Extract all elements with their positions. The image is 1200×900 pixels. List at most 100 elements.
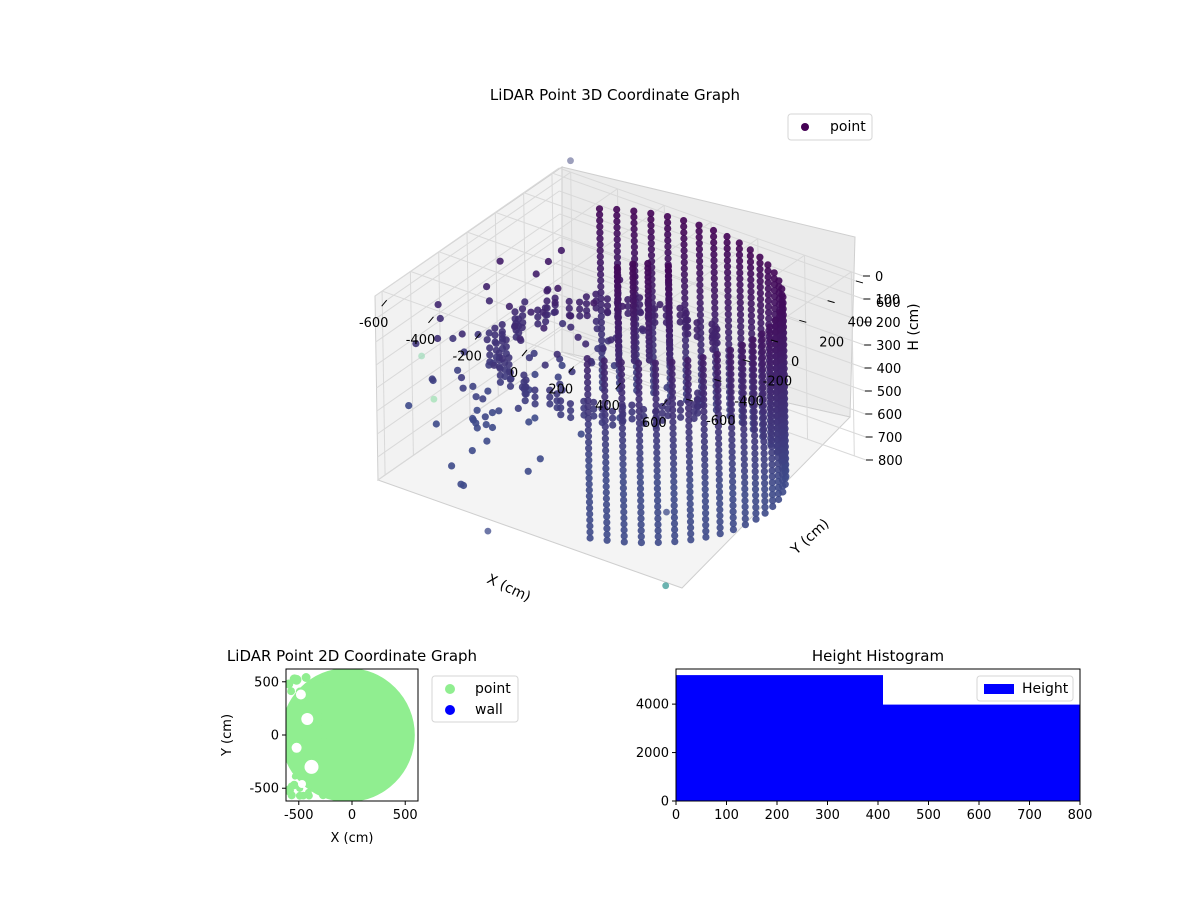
point-3d	[636, 455, 644, 463]
point-3d	[714, 428, 723, 436]
point-3d	[710, 280, 719, 288]
point-3d	[709, 345, 717, 353]
point-3d	[637, 533, 645, 541]
point-3d	[739, 365, 747, 373]
z-tick-label-3d: 0	[875, 270, 883, 285]
point-3d	[752, 491, 760, 499]
point-3d	[686, 494, 694, 502]
point-3d	[592, 290, 600, 298]
point-3d	[761, 503, 769, 511]
point-3d	[764, 273, 772, 281]
point-3d	[728, 430, 736, 438]
point-3d	[609, 421, 617, 429]
point-3d	[768, 485, 777, 493]
point-3d	[583, 372, 592, 381]
point-3d	[723, 256, 732, 264]
point-3d	[583, 360, 591, 369]
point-3d	[728, 472, 737, 480]
point-3d	[701, 485, 709, 493]
point-3d	[598, 336, 606, 344]
point-3d	[596, 259, 605, 267]
point-3d	[647, 227, 655, 235]
point-3d	[715, 434, 723, 442]
x-tick-label-hist: 200	[765, 808, 790, 823]
point-3d	[750, 414, 758, 422]
point-3d	[664, 254, 672, 263]
point-3d	[779, 293, 787, 301]
point-3d	[776, 309, 784, 317]
point-3d	[630, 225, 638, 233]
point-3d	[750, 402, 758, 410]
point-3d	[516, 335, 524, 343]
grid-z-left	[377, 351, 563, 481]
point-3d	[601, 387, 609, 395]
point-3d	[502, 343, 510, 351]
point-3d	[600, 369, 609, 377]
point-3d	[750, 384, 758, 392]
point-3d	[597, 276, 605, 285]
y-tick-label-3d: -200	[763, 375, 793, 390]
point-3d	[764, 267, 772, 275]
point-3d	[620, 496, 628, 504]
point-3d	[584, 402, 592, 410]
point-3d	[669, 406, 677, 414]
point-3d	[729, 502, 737, 510]
point-3d	[603, 506, 611, 514]
point-3d	[765, 315, 773, 323]
point-3d	[774, 454, 782, 462]
x-tick-label-3d: 0	[510, 366, 518, 381]
point-2d	[319, 731, 329, 740]
point-3d	[715, 458, 723, 466]
tick-3d	[568, 366, 575, 373]
point-3d	[741, 497, 749, 505]
point-3d	[585, 450, 593, 458]
point-3d	[596, 223, 604, 231]
y-tick-label-2d: 0	[271, 729, 279, 744]
point-3d	[584, 396, 592, 404]
point-3d	[714, 422, 723, 430]
point-3d	[635, 425, 644, 433]
point-3d	[741, 521, 750, 529]
point-3d	[652, 431, 661, 439]
point-3d	[736, 299, 744, 307]
point-3d	[652, 371, 660, 379]
point-3d	[716, 500, 724, 508]
point-3d	[577, 430, 585, 438]
point-3d	[682, 348, 690, 356]
legend-label-height: Height	[1022, 681, 1069, 697]
point-3d	[767, 413, 775, 421]
point-3d	[772, 358, 781, 366]
point-3d	[663, 213, 672, 221]
point-3d	[686, 488, 694, 496]
point-3d	[596, 217, 604, 225]
point-3d	[670, 508, 678, 516]
point-3d	[596, 265, 605, 273]
point-3d	[652, 401, 660, 409]
point-3d	[764, 291, 773, 299]
point-3d	[749, 354, 757, 362]
point-3d	[647, 251, 656, 259]
point-3d	[711, 298, 719, 306]
point-3d	[654, 503, 662, 511]
point-3d	[619, 490, 628, 498]
point-3d	[736, 311, 745, 319]
point-3d	[741, 503, 749, 511]
tick-3d	[685, 398, 694, 402]
point-3d	[518, 305, 527, 313]
point-3d	[636, 301, 644, 309]
point-3d	[740, 419, 748, 427]
point-3d	[749, 348, 757, 356]
point-3d	[760, 455, 768, 463]
point-3d	[773, 370, 781, 378]
point-3d	[619, 466, 627, 474]
tick-3d	[661, 399, 668, 407]
point-3d	[647, 221, 655, 229]
point-2d	[303, 728, 311, 736]
point-3d	[624, 296, 632, 304]
point-3d	[653, 437, 661, 445]
point-3d	[618, 418, 626, 426]
point-3d	[736, 281, 744, 289]
point-3d	[669, 442, 677, 450]
point-3d	[664, 242, 672, 251]
